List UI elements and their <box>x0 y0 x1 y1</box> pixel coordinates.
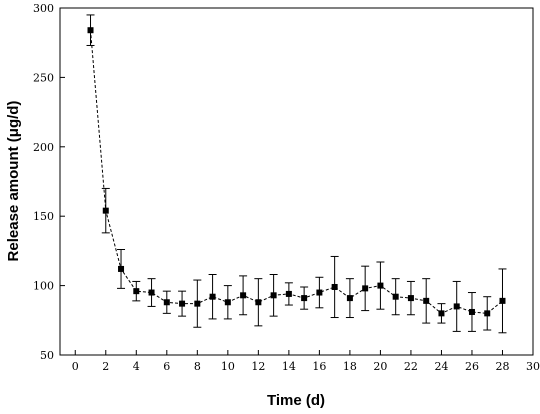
series-line <box>90 30 503 314</box>
plot-area-frame <box>59 7 534 356</box>
data-point-marker <box>484 310 491 317</box>
data-point-marker <box>499 297 506 304</box>
y-axis-ticks: 50 100 150 200 250 300 <box>33 2 65 362</box>
data-point-marker <box>423 297 430 304</box>
x-axis-title: Time (d) <box>267 392 325 409</box>
x-tick-label: 22 <box>404 360 418 373</box>
data-point-marker <box>179 300 186 307</box>
data-point-marker <box>240 292 247 299</box>
x-tick-label: 10 <box>221 360 235 373</box>
data-point-marker <box>255 299 262 306</box>
data-point-marker <box>468 308 475 315</box>
y-tick-label: 50 <box>40 349 54 362</box>
data-point-marker <box>118 265 125 272</box>
x-tick-label: 24 <box>434 360 448 373</box>
data-point-marker <box>362 285 369 292</box>
data-point-marker <box>407 295 414 302</box>
x-tick-label: 2 <box>102 360 109 373</box>
y-axis-title: Release amount (μg/d) <box>5 101 22 262</box>
data-point-marker <box>102 207 109 214</box>
data-point-marker <box>316 289 323 296</box>
data-point-marker <box>163 299 170 306</box>
x-axis-ticks: 0 2 4 6 8 10 12 14 16 18 20 22 24 26 28 30 <box>72 350 540 373</box>
data-point-marker <box>453 303 460 310</box>
y-tick-label: 150 <box>33 210 54 223</box>
x-tick-label: 30 <box>526 360 540 373</box>
x-tick-label: 20 <box>373 360 387 373</box>
data-point-marker <box>87 27 94 34</box>
y-tick-label: 200 <box>33 141 54 154</box>
data-point-marker <box>224 299 231 306</box>
x-tick-label: 18 <box>343 360 357 373</box>
data-point-marker <box>194 300 201 307</box>
x-tick-label: 28 <box>495 360 509 373</box>
x-tick-label: 14 <box>282 360 296 373</box>
x-tick-label: 26 <box>465 360 479 373</box>
x-tick-label: 4 <box>133 360 140 373</box>
data-point-marker <box>270 292 277 299</box>
y-tick-label: 250 <box>33 71 54 84</box>
x-tick-label: 16 <box>312 360 326 373</box>
data-point-marker <box>209 293 216 300</box>
data-series <box>86 14 507 334</box>
x-tick-label: 12 <box>251 360 265 373</box>
data-point-marker <box>392 293 399 300</box>
x-tick-label: 6 <box>163 360 170 373</box>
y-tick-label: 100 <box>33 280 54 293</box>
data-point-marker <box>346 295 353 302</box>
y-tick-label: 300 <box>33 2 54 15</box>
data-point-marker <box>377 282 384 289</box>
x-tick-label: 0 <box>72 360 79 373</box>
x-tick-label: 8 <box>194 360 201 373</box>
data-point-marker <box>301 295 308 302</box>
data-point-marker <box>133 288 140 295</box>
data-point-marker <box>331 283 338 290</box>
data-point-marker <box>148 289 155 296</box>
data-point-marker <box>438 310 445 317</box>
data-point-marker <box>285 290 292 297</box>
